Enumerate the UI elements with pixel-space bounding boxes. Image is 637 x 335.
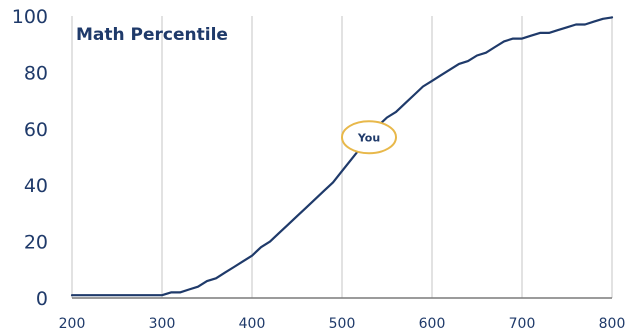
chart-title: Math Percentile [76,25,228,45]
x-tick-label-700: 700 [509,316,536,332]
y-tick-label-100: 100 [12,6,48,28]
y-tick-label-60: 60 [24,119,48,141]
x-tick-label-500: 500 [329,316,356,332]
x-tick-label-400: 400 [239,316,266,332]
y-tick-label-80: 80 [24,62,48,84]
grid [71,16,613,298]
you-marker-ellipse [341,120,397,155]
x-tick-label-200: 200 [59,316,86,332]
you-marker-label: You [357,131,380,144]
x-tick-label-800: 800 [599,316,626,332]
y-tick-label-0: 0 [36,288,48,310]
y-tick-label-40: 40 [24,175,48,197]
y-tick-label-20: 20 [24,232,48,254]
you-marker: You [341,120,397,155]
x-tick-label-300: 300 [149,316,176,332]
series-line [70,16,614,297]
x-tick-label-600: 600 [419,316,446,332]
tick-labels: 0 20 40 60 80 100 200 300 400 500 600 700 800 [12,6,626,332]
